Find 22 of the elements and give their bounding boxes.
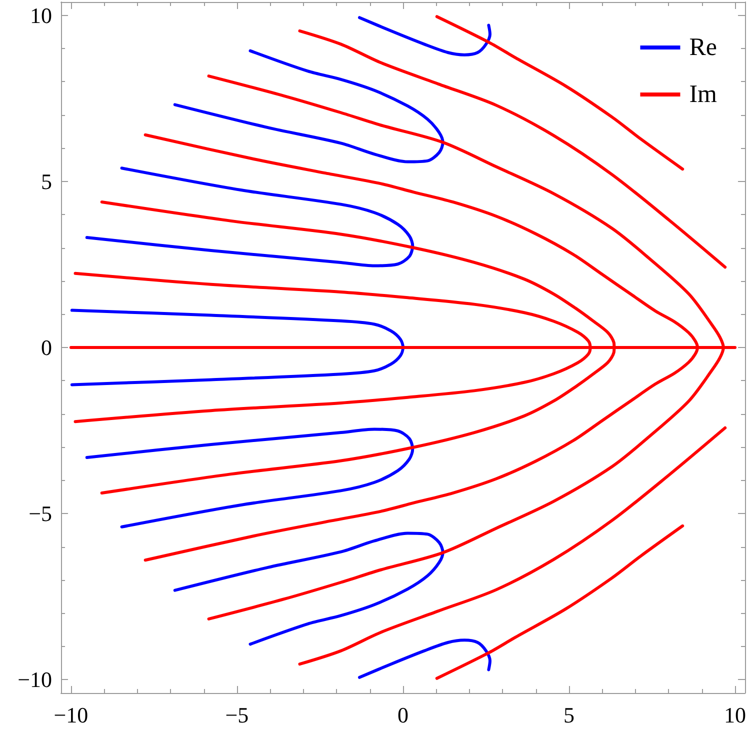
y-tick-label: −10 [18, 667, 52, 692]
y-tick-label: −5 [28, 501, 52, 526]
y-tick-label: 0 [41, 335, 52, 360]
x-tick-label: −5 [225, 702, 249, 728]
x-tick-label: 0 [398, 702, 408, 728]
legend-label: Re [689, 34, 718, 61]
line-series [358, 16, 492, 56]
line-series [173, 532, 444, 646]
x-tick-label: 10 [724, 702, 746, 728]
line-series [85, 428, 414, 528]
legend-label: Im [689, 81, 718, 108]
line-series [435, 524, 684, 680]
y-tick-label: 5 [41, 168, 52, 194]
line-series [298, 426, 727, 666]
line-series [435, 15, 684, 171]
line-series [358, 638, 492, 679]
line-series [298, 29, 727, 269]
x-tick-label: 5 [564, 702, 575, 728]
line-series [85, 166, 414, 268]
line-series [70, 308, 404, 386]
y-tick-label: 10 [30, 2, 52, 28]
line-series [173, 49, 444, 164]
